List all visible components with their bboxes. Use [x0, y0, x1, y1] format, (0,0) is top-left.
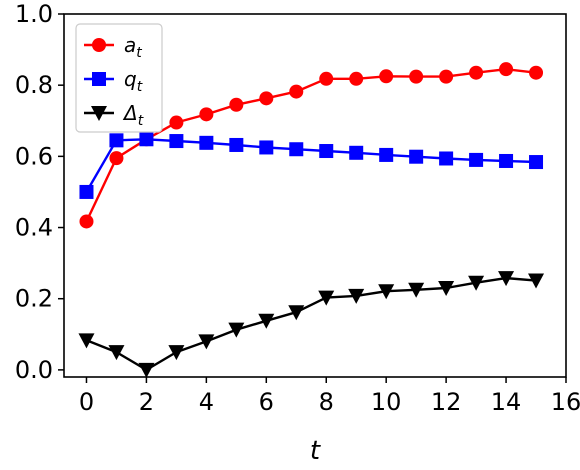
y-tick-label: 0.4	[15, 214, 53, 242]
data-point	[79, 214, 94, 229]
data-point	[258, 313, 275, 329]
y-tick-label: 1.0	[15, 0, 53, 28]
data-point	[408, 282, 425, 298]
series-line	[85, 138, 537, 193]
data-point	[289, 84, 304, 99]
series-line	[86, 276, 537, 372]
legend-marker	[92, 72, 106, 86]
data-point	[288, 305, 305, 321]
data-point	[79, 184, 94, 199]
x-tick-label: 8	[319, 388, 334, 416]
axis-ticks: 0 2 4 6 8 10 12 14 16 0.0 0.2 0.4 0.6 0.8 1.0	[15, 0, 580, 416]
x-tick-label: 16	[551, 388, 580, 416]
data-point	[169, 134, 184, 149]
data-point	[78, 333, 95, 349]
data-point	[379, 147, 394, 162]
x-tick-label: 6	[259, 388, 274, 416]
x-tick-label: 0	[79, 388, 94, 416]
data-point	[138, 362, 155, 378]
x-tick-label: 14	[491, 388, 522, 416]
data-point	[469, 65, 484, 80]
data-point	[349, 71, 364, 86]
data-point	[289, 142, 304, 157]
data-point	[198, 334, 215, 350]
data-point	[499, 62, 514, 77]
data-point	[439, 151, 454, 166]
data-point	[139, 132, 154, 147]
data-point	[348, 288, 365, 304]
data-point	[259, 91, 274, 106]
data-point	[438, 281, 455, 297]
data-point	[109, 133, 124, 148]
data-point	[199, 135, 214, 150]
data-point	[228, 322, 245, 338]
data-point	[529, 155, 544, 170]
y-tick-label: 0.8	[15, 71, 53, 99]
data-point	[319, 144, 334, 159]
data-point	[469, 152, 484, 167]
data-point	[439, 69, 454, 84]
plot-frame	[63, 13, 567, 378]
legend: at qt Δt	[75, 23, 163, 133]
legend-marker	[92, 38, 106, 52]
data-point	[319, 71, 334, 86]
legend-label: at	[124, 33, 142, 61]
data-point	[409, 69, 424, 84]
data-point	[349, 145, 364, 160]
data-point	[468, 275, 485, 291]
x-tick-label: 2	[139, 388, 154, 416]
data-point	[318, 290, 335, 306]
data-point	[378, 284, 395, 300]
legend-label: qt	[124, 67, 143, 95]
data-point	[109, 151, 124, 166]
data-point	[229, 137, 244, 152]
data-point	[199, 107, 214, 122]
x-tick-label: 10	[371, 388, 402, 416]
data-point	[528, 273, 545, 289]
series-markers	[78, 62, 545, 378]
data-point	[529, 65, 544, 80]
data-point	[108, 345, 125, 361]
legend-label: Δt	[122, 101, 144, 129]
y-tick-label: 0.6	[15, 142, 53, 170]
data-point	[498, 271, 515, 287]
data-point	[259, 140, 274, 155]
y-tick-label: 0.0	[15, 356, 53, 384]
legend-marker	[91, 106, 107, 121]
y-tick-label: 0.2	[15, 285, 53, 313]
data-point	[168, 345, 185, 361]
data-point	[409, 149, 424, 164]
data-point	[229, 97, 244, 112]
x-axis-title: t	[310, 436, 321, 466]
x-tick-label: 4	[199, 388, 214, 416]
data-point	[169, 115, 184, 130]
data-point	[499, 153, 514, 168]
data-point	[379, 69, 394, 84]
x-tick-label: 12	[431, 388, 462, 416]
